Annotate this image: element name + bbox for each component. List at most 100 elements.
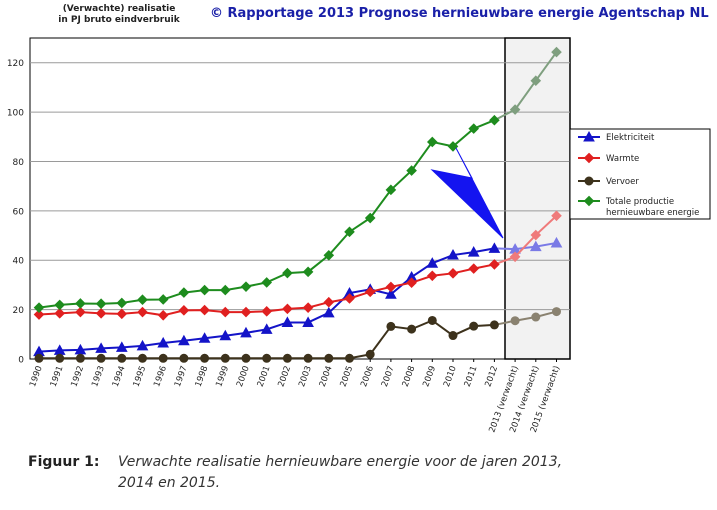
series-2-point-23 [510,316,520,326]
series-3-point-2 [75,298,86,309]
x-tick-label-19: 2009 [421,365,438,389]
series-2-point-4 [117,353,127,363]
series-0-point-6 [157,336,170,348]
copyright-notice: © Rapportage 2013 Prognose hernieuwbare … [210,6,709,21]
x-tick-label-15: 2005 [339,365,356,389]
series-forecast-line-1 [494,215,558,266]
series-1-point-15 [344,293,355,304]
x-tick-label-11: 2001 [256,365,273,389]
x-tick-label-1: 1991 [49,365,66,389]
series-2-point-11 [262,353,272,363]
series-1-point-17 [385,281,397,293]
series-2-point-25 [552,307,561,317]
series-3-point-10 [240,281,252,292]
series-0-point-17 [385,288,397,299]
series-forecast-line-0 [494,241,557,251]
x-tick-label-6: 1996 [152,365,169,389]
series-3-point-21 [468,123,480,134]
x-tick-label-13: 2003 [297,365,314,389]
series-0-point-24 [529,240,542,252]
series-2-point-10 [241,353,251,363]
arrow-icon [430,147,504,239]
series-0 [33,236,563,357]
series-1-point-25 [551,210,562,222]
series-3-point-5 [137,294,148,306]
series-3-point-4 [116,297,128,309]
y-axis: 0 20 40 60 80 100 120 [7,59,24,365]
x-tick-label-21: 2011 [463,365,480,389]
series-0-point-12 [281,316,294,327]
x-tick-label-7: 1997 [173,365,190,389]
series-1 [33,210,562,321]
caption-text: Verwachte realisatie hernieuwbare energi… [118,454,563,491]
x-tick-label-5: 1995 [132,365,149,389]
legend-box [569,128,711,220]
series-2-point-5 [138,353,147,363]
series-2-point-17 [386,321,396,331]
x-tick-label-2: 1992 [69,365,86,389]
y-tick-label-0: 0 [18,356,24,366]
y-tick-label-120: 120 [7,59,24,69]
x-tick-label-3: 1993 [90,365,107,389]
y-axis-header-line2: in PJ bruto eindverbruik [58,15,180,25]
series-2-point-24 [531,312,541,322]
legend-label-2: Vervoer [606,177,639,187]
series-3-point-7 [178,287,190,298]
y-tick-label-80: 80 [13,158,25,168]
legend-marker-3 [583,195,595,207]
x-tick-label-9: 1999 [214,365,231,389]
series-3-point-20 [447,141,459,152]
series-2-point-3 [96,353,106,363]
x-tick-label-20: 2010 [442,365,459,389]
series-0-point-8 [198,332,211,343]
series-0-point-21 [467,246,480,257]
series-2-point-9 [220,353,230,363]
legend-entry-0: Elektriciteit [578,130,655,143]
series-2-point-2 [75,353,85,363]
legend-entry-1: Warmte [578,152,639,164]
legend-marker-2 [584,176,594,186]
chart: 0 20 40 60 80 100 120 1990 1991 1992 1993 1994 1995… [7,37,711,434]
series-3 [33,46,562,313]
legend-entry-2: Vervoer [578,176,639,187]
series-3-point-9 [219,284,231,296]
legend-label-3-line1: Totale productie [605,197,674,207]
legend-label-1: Warmte [606,154,639,164]
series-3-point-19 [426,136,438,148]
series-3-point-6 [157,294,169,305]
series-1-point-20 [447,268,459,279]
series-3-point-11 [261,277,273,288]
series-3-point-22 [489,114,500,126]
x-axis: 1990 1991 1992 1993 1994 1995 1996 1997 1998 1999… [28,359,562,434]
series-0-point-7 [178,334,190,346]
series-1-point-3 [95,308,107,319]
series-2-point-12 [282,353,292,363]
y-tick-label-100: 100 [7,109,24,119]
series-1-point-2 [75,306,86,318]
y-tick-label-20: 20 [13,306,25,316]
y-tick-label-60: 60 [13,207,25,217]
x-tick-label-17: 2007 [380,365,397,389]
series-2-point-21 [469,321,479,331]
series-forecast-line-3 [493,51,558,122]
series-3-point-3 [95,298,107,309]
series-3-point-8 [199,284,210,296]
series-1-point-14 [323,296,335,308]
annotation-arrow [430,147,504,239]
series-1-point-8 [199,304,210,316]
series-0-point-19 [426,257,439,268]
series-1-point-11 [261,306,273,317]
x-tick-label-14: 2004 [318,365,335,389]
series-0-point-22 [488,242,501,253]
series-1-point-19 [426,270,438,282]
series-2-point-15 [345,353,354,363]
series-0-point-13 [302,316,314,327]
series-0-point-3 [95,342,107,353]
x-tick-label-12: 2002 [276,365,293,389]
caption-label: Figuur 1: [28,454,100,470]
series-0-point-11 [260,323,273,334]
series-3-point-0 [33,302,45,313]
series-3-point-1 [54,299,66,311]
series-1-point-6 [157,309,169,321]
